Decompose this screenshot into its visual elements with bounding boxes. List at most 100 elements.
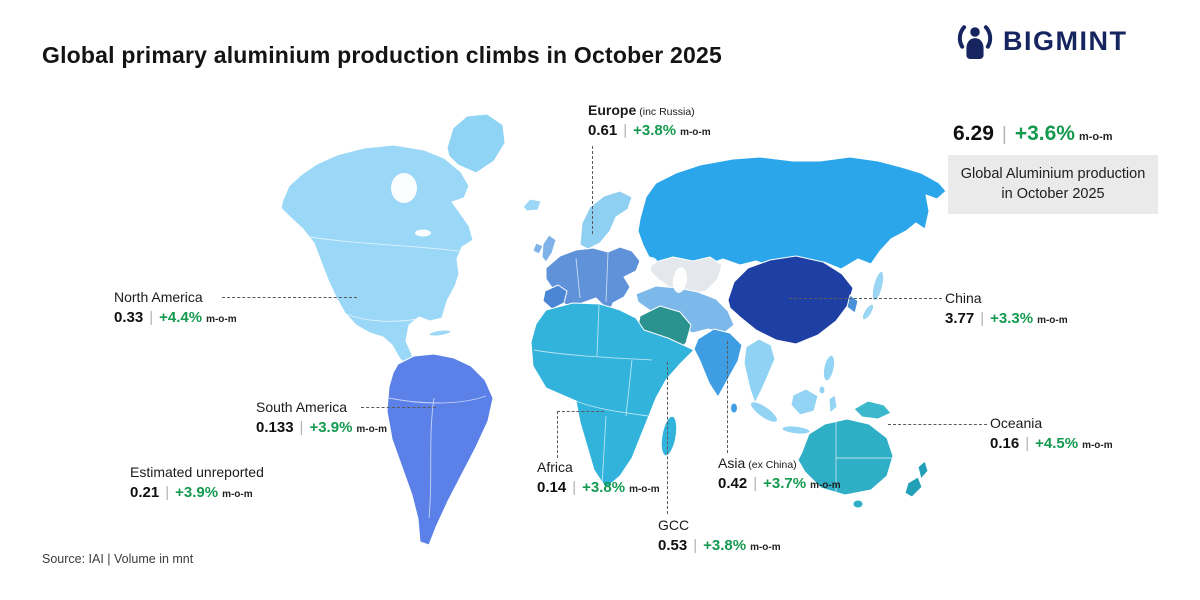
leader-line-north-america: [222, 297, 357, 298]
black-sea: [639, 256, 657, 266]
region-name: Africa: [537, 459, 573, 475]
leader-line-asia: [727, 341, 728, 453]
iberia-shape: [542, 284, 568, 310]
region-name: Oceania: [990, 415, 1043, 431]
region-change: +3.9%: [309, 419, 353, 436]
separator: |: [165, 484, 170, 501]
region-name: Europe: [588, 102, 637, 118]
region-change: +3.9%: [175, 484, 219, 501]
sri-lanka-shape: [730, 402, 738, 414]
region-change: +4.4%: [159, 309, 203, 326]
region-change: +3.8%: [633, 122, 677, 139]
region-value: 0.61: [588, 122, 618, 139]
region-name: South America: [256, 399, 348, 415]
bigmint-icon: [957, 25, 993, 60]
separator: |: [1001, 124, 1007, 145]
region-value: 0.133: [256, 419, 294, 436]
leader-line-africa-horizontal: [557, 411, 604, 412]
region-name: Estimated unreported: [130, 464, 264, 480]
label-oceania: Oceania 0.16 | +4.5% m-o-m: [990, 415, 1113, 452]
region-name: GCC: [658, 517, 690, 533]
region-value: 0.53: [658, 537, 688, 554]
region-value: 0.14: [537, 479, 567, 496]
china-shape: [727, 255, 854, 345]
global-summary-value: 6.29 | +3.6% m-o-m: [953, 122, 1113, 146]
brand-logo: BIGMINT: [956, 22, 1128, 60]
region-name: China: [945, 290, 982, 306]
korea-shape: [846, 294, 859, 314]
label-africa: Africa 0.14 | +3.8% m-o-m: [537, 459, 660, 496]
region-value: 0.33: [114, 309, 144, 326]
region-value: 3.77: [945, 310, 975, 327]
greenland-shape: [446, 113, 506, 174]
region-change: +3.7%: [763, 475, 807, 492]
region-value: 0.16: [990, 435, 1020, 452]
region-change: +3.8%: [703, 537, 747, 554]
region-unit: m-o-m: [1082, 440, 1113, 451]
madagascar-shape: [660, 415, 678, 457]
separator: |: [572, 479, 577, 496]
leader-line-gcc: [667, 362, 668, 514]
caspian-sea: [672, 267, 688, 293]
new-zealand-shape: [904, 460, 929, 498]
separator: |: [753, 475, 758, 492]
leader-line-south-america: [361, 407, 436, 408]
global-total: 6.29: [953, 122, 994, 145]
region-qualifier: (ex China): [748, 459, 797, 471]
japan-shape: [861, 270, 885, 321]
separator: |: [980, 310, 985, 327]
page-title: Global primary aluminium production clim…: [42, 42, 723, 68]
label-europe: Europe (inc Russia) 0.61 | +3.8% m-o-m: [588, 102, 711, 139]
region-unit: m-o-m: [629, 484, 660, 495]
region-value: 0.21: [130, 484, 160, 501]
world-map: [280, 113, 947, 546]
label-china: China 3.77 | +3.3% m-o-m: [945, 290, 1068, 327]
separator: |: [693, 537, 698, 554]
label-gcc: GCC 0.53 | +3.8% m-o-m: [658, 517, 781, 554]
region-change: +4.5%: [1035, 435, 1079, 452]
africa-shape: [530, 302, 695, 489]
separator: |: [149, 309, 154, 326]
source-note: Source: IAI | Volume in mnt: [42, 552, 194, 566]
region-unit: m-o-m: [810, 480, 841, 491]
southeast-asia-shape: [743, 338, 776, 404]
lakes-seas: [391, 173, 688, 293]
label-south-america: South America 0.133 | +3.9% m-o-m: [256, 399, 387, 436]
global-change: +3.6%: [1014, 122, 1075, 145]
separator: |: [1025, 435, 1030, 452]
separator: |: [623, 122, 628, 139]
global-unit: m-o-m: [1078, 131, 1113, 143]
separator: |: [299, 419, 304, 436]
label-north-america: North America 0.33 | +4.4% m-o-m: [114, 289, 237, 326]
iceland-shape: [522, 198, 542, 212]
region-change: +3.8%: [582, 479, 626, 496]
region-unit: m-o-m: [356, 424, 387, 435]
india-shape: [693, 328, 743, 414]
brand-wordmark: BIGMINT: [1003, 25, 1128, 56]
caribbean-shape: [428, 329, 452, 337]
region-unit: m-o-m: [222, 489, 253, 500]
region-change: +3.3%: [990, 310, 1034, 327]
region-name: Asia: [718, 455, 746, 471]
leader-line-china: [789, 298, 942, 299]
hudson-bay: [391, 173, 417, 203]
new-guinea-shape: [853, 400, 892, 420]
tasmania-shape: [852, 499, 864, 509]
indonesia-islands: [750, 354, 838, 435]
leader-line-europe: [592, 146, 593, 234]
global-summary-caption: Global Aluminium production in October 2…: [948, 155, 1158, 214]
south-america-shape: [386, 353, 494, 546]
leader-line-oceania: [888, 424, 987, 425]
great-lakes: [415, 229, 431, 237]
british-isles-shape: [532, 234, 557, 263]
leader-line-africa-vertical: [557, 411, 558, 458]
region-value: 0.42: [718, 475, 748, 492]
russia-shape: [637, 156, 947, 272]
region-unit: m-o-m: [750, 542, 781, 553]
label-estimated-unreported: Estimated unreported 0.21 | +3.9% m-o-m: [130, 464, 264, 501]
country-borders: [297, 234, 892, 519]
region-name: North America: [114, 289, 203, 305]
label-asia: Asia (ex China) 0.42 | +3.7% m-o-m: [718, 455, 841, 492]
scandinavia-shape: [579, 190, 633, 250]
